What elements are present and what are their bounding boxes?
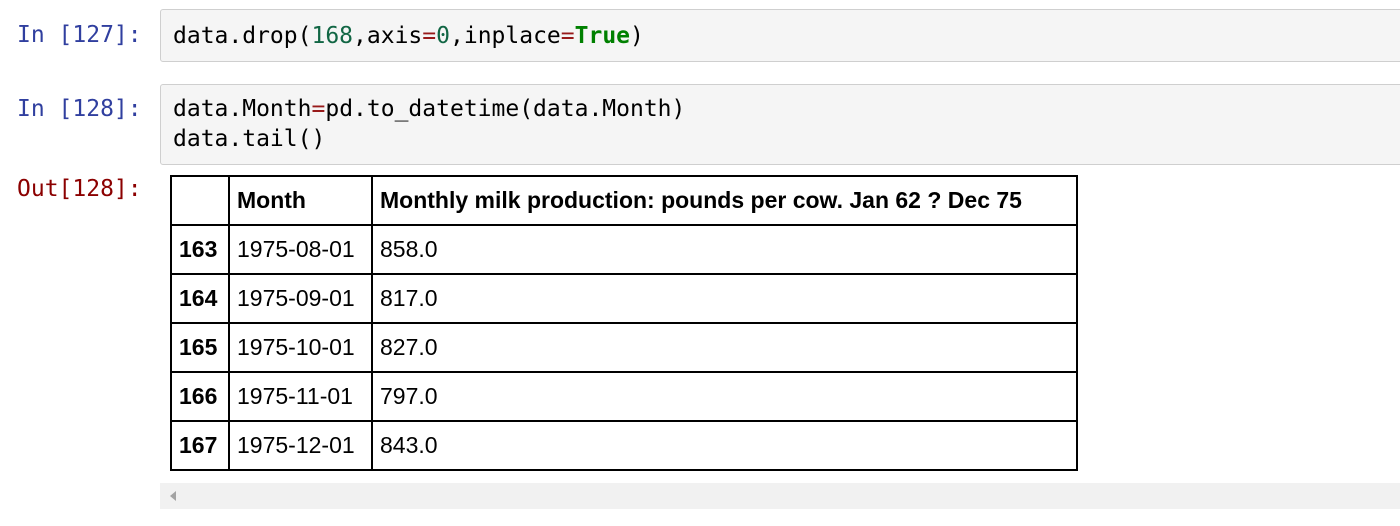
code-token: True	[574, 23, 631, 49]
table-header-row: Month Monthly milk production: pounds pe…	[170, 175, 1078, 226]
code-line: data.Month=pd.to_datetime(data.Month)	[173, 94, 1400, 124]
code-token: ,axis	[353, 23, 423, 49]
table-row: 164 1975-09-01 817.0	[170, 273, 1078, 324]
row-index: 164	[170, 273, 230, 324]
cell-month: 1975-11-01	[228, 371, 373, 422]
code-token: )	[630, 23, 644, 49]
table-row: 166 1975-11-01 797.0	[170, 371, 1078, 422]
code-token: data.tail()	[173, 126, 326, 152]
cell-milk-value: 797.0	[371, 371, 1078, 422]
dataframe-output-table: Month Monthly milk production: pounds pe…	[170, 175, 1078, 471]
code-token: =	[560, 23, 575, 49]
code-token: 0	[436, 23, 450, 49]
column-header-milk-production: Monthly milk production: pounds per cow.…	[371, 175, 1078, 226]
row-index: 166	[170, 371, 230, 422]
code-token: 168	[311, 23, 354, 49]
cell-month: 1975-10-01	[228, 322, 373, 373]
code-token: pd.to_datetime(data.Month)	[325, 96, 686, 122]
code-line: data.drop(168,axis=0,inplace=True)	[173, 21, 1400, 51]
cell2-input-prompt: In [128]:	[17, 96, 142, 122]
cell1-input-prompt: In [127]:	[17, 22, 142, 48]
code-token: =	[422, 23, 437, 49]
code-line: data.tail()	[173, 124, 1400, 154]
cell-milk-value: 817.0	[371, 273, 1078, 324]
row-index: 167	[170, 420, 230, 471]
cell1-code-input[interactable]: data.drop(168,axis=0,inplace=True)	[160, 9, 1400, 62]
cell-month: 1975-08-01	[228, 224, 373, 275]
cell-milk-value: 827.0	[371, 322, 1078, 373]
column-header-index	[170, 175, 230, 226]
code-token: data.Month	[173, 96, 312, 122]
column-header-month: Month	[228, 175, 373, 226]
cell2-code-input[interactable]: data.Month=pd.to_datetime(data.Month) da…	[160, 84, 1400, 165]
code-token: data.drop(	[173, 23, 312, 49]
scroll-left-arrow-icon[interactable]	[170, 491, 176, 501]
cell-month: 1975-12-01	[228, 420, 373, 471]
code-token: ,inplace	[450, 23, 561, 49]
table-row: 165 1975-10-01 827.0	[170, 322, 1078, 373]
row-index: 163	[170, 224, 230, 275]
cell2-output-prompt: Out[128]:	[17, 176, 142, 202]
cell-milk-value: 843.0	[371, 420, 1078, 471]
cell-month: 1975-09-01	[228, 273, 373, 324]
cell-milk-value: 858.0	[371, 224, 1078, 275]
output-horizontal-scrollbar[interactable]	[160, 483, 1400, 509]
code-token: =	[311, 96, 326, 122]
table-row: 163 1975-08-01 858.0	[170, 224, 1078, 275]
table-row: 167 1975-12-01 843.0	[170, 420, 1078, 471]
row-index: 165	[170, 322, 230, 373]
